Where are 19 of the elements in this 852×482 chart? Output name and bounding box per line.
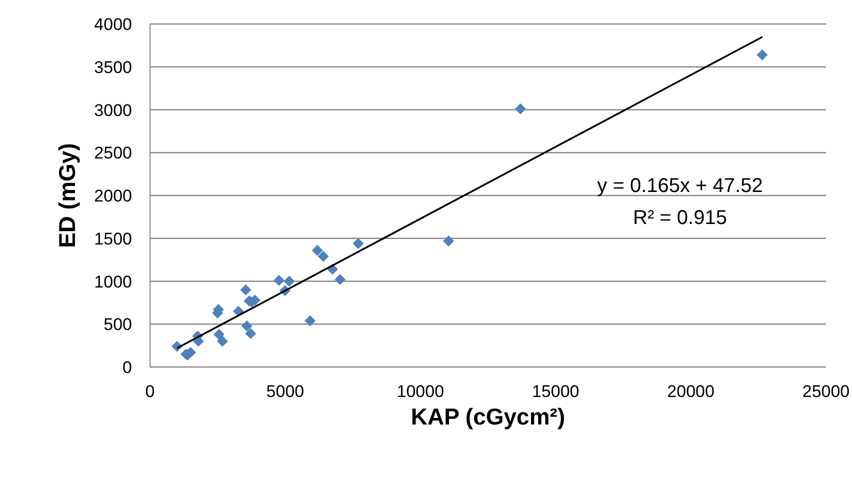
- x-tick-label: 15000: [532, 382, 580, 402]
- y-tick-label: 500: [104, 315, 132, 334]
- y-tick-label: 2000: [94, 186, 132, 206]
- x-tick-label: 10000: [396, 382, 444, 402]
- x-tick-label: 20000: [667, 382, 714, 402]
- x-tick-label: 5000: [266, 382, 304, 402]
- y-tick-label: 0: [122, 358, 132, 378]
- annotation: y = 0.165x + 47.52: [596, 174, 764, 199]
- x-tick-label: 25000: [802, 382, 850, 402]
- y-tick-label: 4000: [94, 15, 132, 34]
- annotation: R² = 0.915: [632, 206, 728, 231]
- y-tick-label: 1500: [94, 229, 132, 248]
- x-axis-title: KAP (cGycm²): [410, 404, 566, 430]
- x-tick-label: 0: [145, 382, 155, 402]
- y-tick-label: 1000: [94, 272, 132, 292]
- y-axis-title: ED (mGy): [54, 143, 80, 248]
- y-tick-label: 3000: [94, 100, 132, 120]
- y-tick-label: 2500: [94, 144, 132, 163]
- y-tick-label: 3500: [94, 58, 132, 77]
